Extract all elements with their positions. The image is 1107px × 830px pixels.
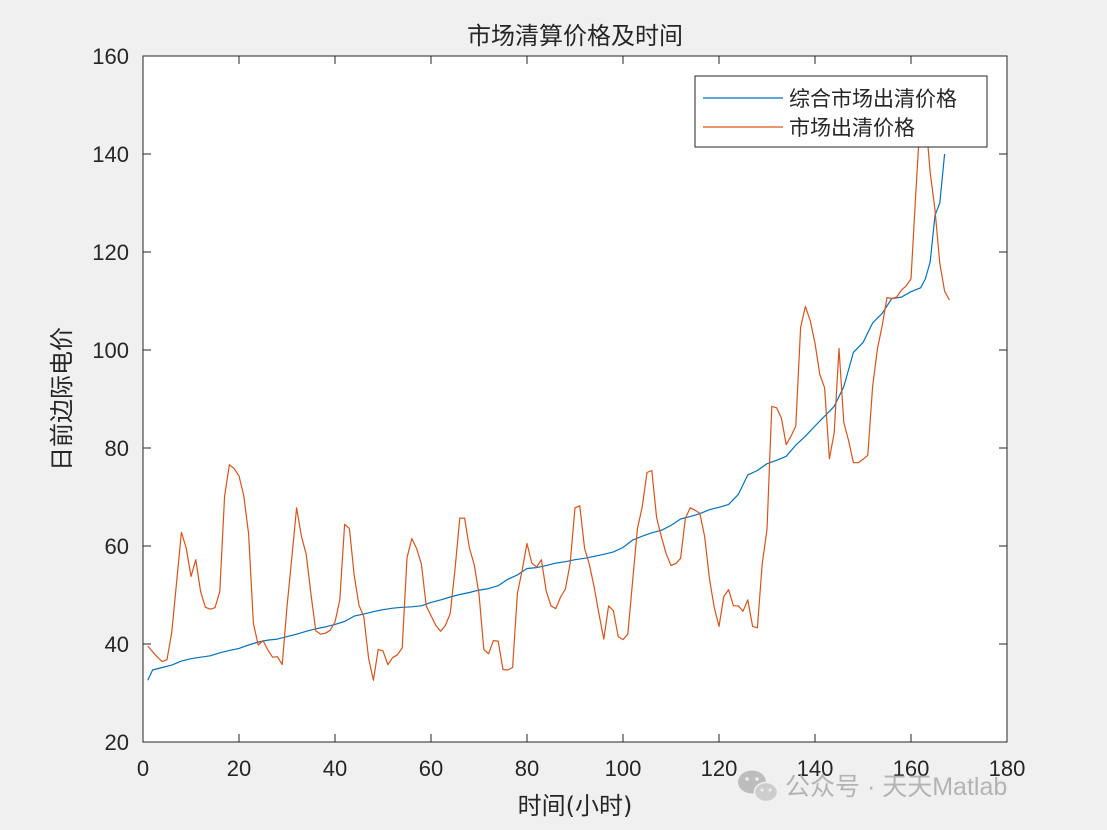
x-tick-label: 20 (227, 756, 251, 781)
series-layer (147, 111, 950, 681)
x-tick-label: 80 (515, 756, 539, 781)
chart-title: 市场清算价格及时间 (467, 22, 683, 50)
wechat-logo-icon (738, 770, 779, 803)
x-tick-label: 160 (893, 756, 930, 781)
legend: 综合市场出清价格 市场出清价格 (694, 75, 988, 148)
x-tick-label: 0 (137, 756, 149, 781)
y-tick-label: 140 (92, 142, 129, 167)
x-tick-label: 140 (797, 756, 834, 781)
series-line-0 (147, 153, 946, 681)
x-tick-label: 120 (701, 756, 738, 781)
y-tick-label: 20 (105, 730, 129, 755)
y-tick-label: 60 (105, 534, 129, 559)
x-tick-label: 40 (323, 756, 347, 781)
series-line-1 (147, 111, 950, 681)
legend-label-integrated-price: 综合市场出清价格 (789, 87, 957, 111)
legend-label-market-price: 市场出清价格 (789, 116, 915, 140)
y-axis-label: 日前边际电价 (48, 327, 76, 471)
y-tick-label: 120 (92, 240, 129, 265)
legend-box (694, 75, 988, 148)
plot-area (143, 56, 1007, 742)
x-tick-label: 180 (989, 756, 1026, 781)
watermark: 公众号 · 天天Matlab (738, 770, 1007, 803)
y-tick-label: 80 (105, 436, 129, 461)
axes-box (142, 55, 1008, 743)
y-tick-label: 160 (92, 44, 129, 69)
x-tick-label: 60 (419, 756, 443, 781)
x-tick-label: 100 (605, 756, 642, 781)
y-tick-label: 40 (105, 632, 129, 657)
watermark-text: 公众号 · 天天Matlab (785, 773, 1007, 801)
y-tick-label: 100 (92, 338, 129, 363)
ticks-layer: 0 20 40 60 80 100 120 140 160 180 20 40 60 80 100 120 14… (92, 44, 1025, 781)
x-axis-label: 时间(小时) (518, 792, 633, 820)
